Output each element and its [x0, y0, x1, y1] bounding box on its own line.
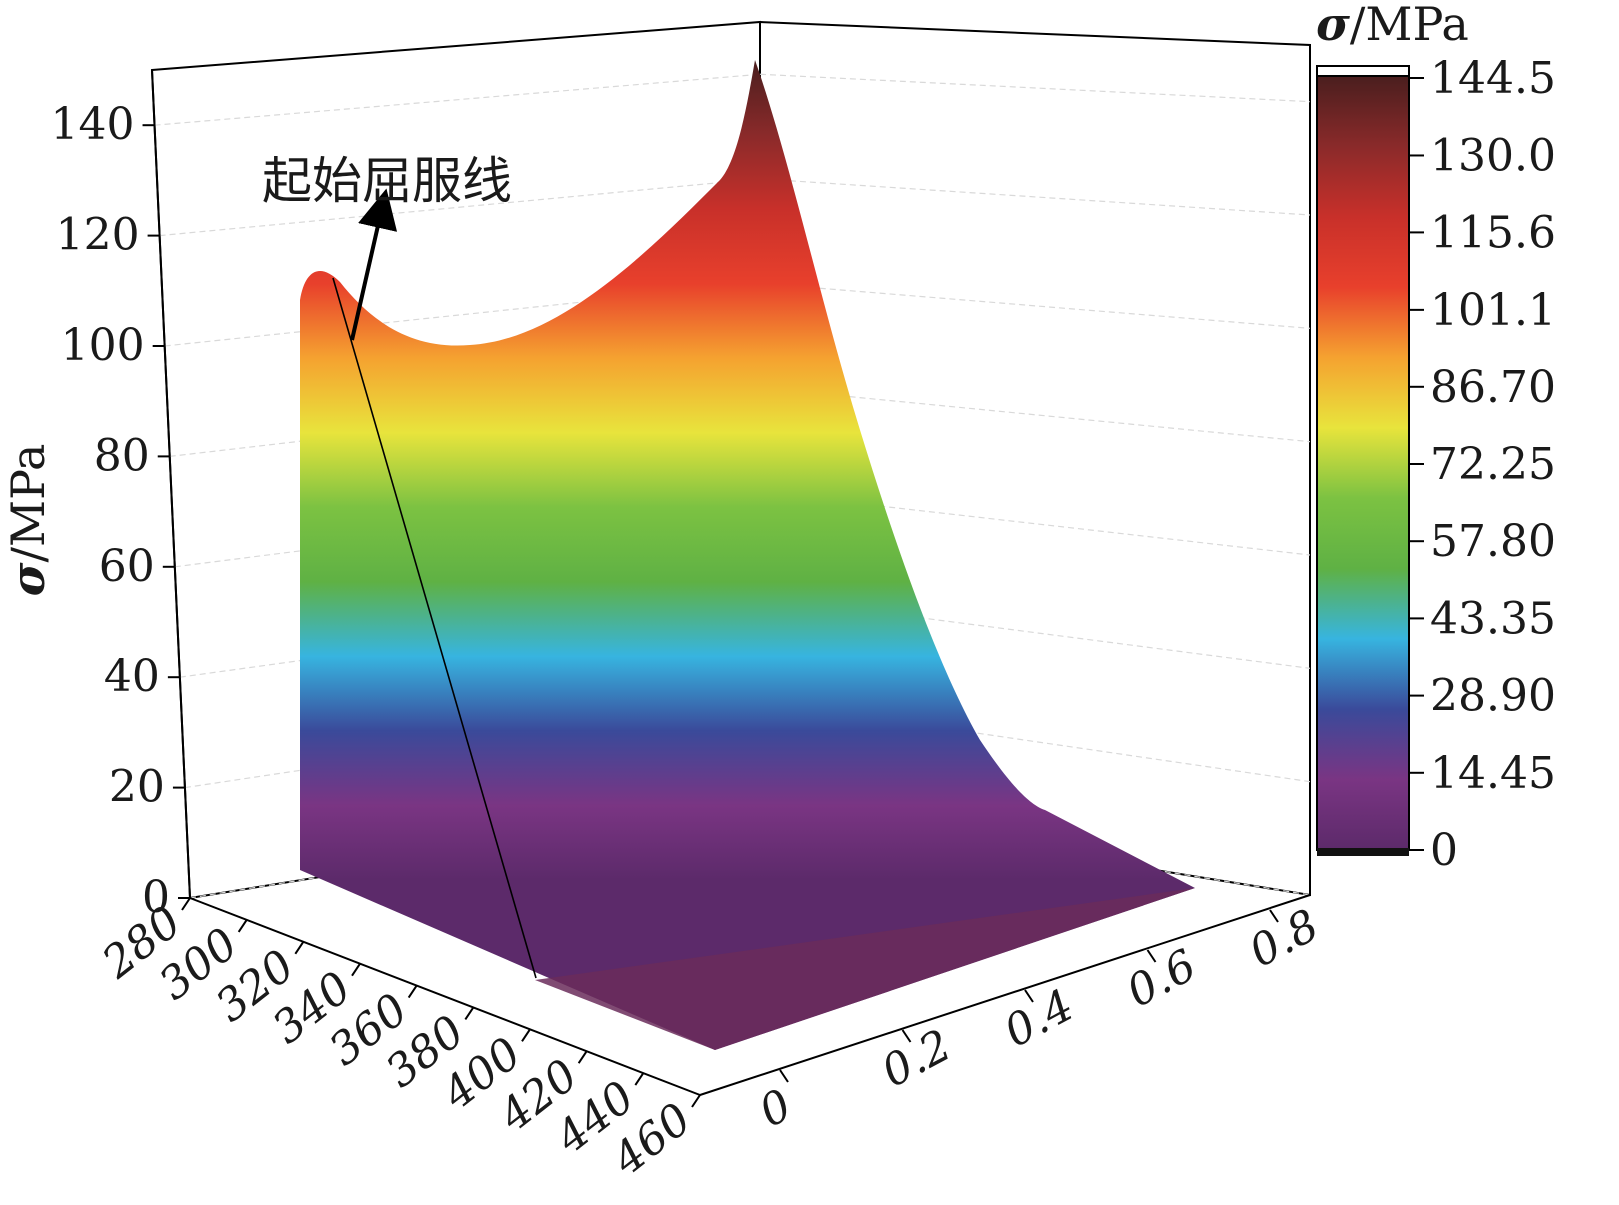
- y-tick-mark: [779, 1069, 789, 1083]
- z-tick-label: 80: [94, 430, 150, 481]
- y-tick-label: 0.6: [1119, 940, 1205, 1018]
- z-tick-label: 140: [51, 99, 135, 150]
- grid-line-right: [759, 387, 1311, 443]
- y-tick-mark: [1024, 989, 1034, 1003]
- colorbar-title: σ/MPa: [1316, 0, 1469, 51]
- initial-yield-line: [332, 277, 537, 979]
- z-tick-label: 20: [109, 762, 165, 813]
- y-tick-label: 0.2: [874, 1020, 960, 1098]
- colorbar-title-unit: /MPa: [1350, 0, 1469, 51]
- colorbar-tick-label: 43.35: [1430, 593, 1556, 644]
- colorbar-tick-label: 72.25: [1430, 439, 1556, 490]
- z-axis-line: [151, 69, 191, 899]
- floor-left-edge: [189, 897, 701, 1096]
- annotation-group: 起始屈服线: [262, 152, 512, 341]
- colorbar-tick-label: 28.90: [1430, 671, 1556, 722]
- grid-line-right: [759, 73, 1311, 103]
- stress-surface: [300, 60, 1195, 1050]
- floor: [189, 894, 1311, 1096]
- annotation-arrow: [350, 188, 398, 341]
- colorbar-fill: [1316, 75, 1410, 851]
- y-tick-label: 0.4: [996, 980, 1082, 1058]
- z-axis-label: σ/MPa: [1, 444, 55, 597]
- colorbar-tick-label: 86.70: [1430, 362, 1556, 413]
- grid-line-right: [759, 178, 1311, 216]
- z-axis-label-symbol: σ: [1, 562, 55, 596]
- y-tick-mark: [901, 1029, 912, 1043]
- z-tick-label: 100: [61, 320, 145, 371]
- surface-floor-tail: [535, 888, 1195, 1050]
- grid-line-right: [759, 282, 1311, 329]
- surface-front-face: [300, 60, 1195, 1050]
- floor-right-edge: [699, 894, 1311, 1096]
- x-tick-mark: [294, 941, 305, 955]
- y-tick-label: 0.8: [1241, 900, 1327, 978]
- colorbar-tick-label: 144.5: [1430, 53, 1556, 104]
- x-tick-mark: [181, 897, 191, 911]
- x-tick-mark: [577, 1050, 588, 1064]
- z-axis-ticks: 0 20 40 60 80 100 120 140: [51, 69, 191, 923]
- z-tick-label: 60: [99, 541, 155, 592]
- y-tick-mark: [1146, 949, 1157, 963]
- x-tick-mark: [237, 919, 248, 933]
- x-tick-mark: [521, 1028, 531, 1042]
- colorbar-tick-label: 0: [1430, 825, 1458, 876]
- colorbar-bottom-band: [1317, 848, 1409, 856]
- z-tick-label: 40: [104, 651, 160, 702]
- colorbar-title-symbol: σ: [1316, 0, 1350, 51]
- colorbar: σ/MPa 0 14.45 28.90 43.35 57.80 72.25 86.70 101…: [1316, 0, 1556, 876]
- x-tick-mark: [634, 1072, 645, 1086]
- grid-line-left: [159, 178, 761, 237]
- x-tick-mark: [351, 963, 361, 977]
- colorbar-tick-label: 57.80: [1430, 516, 1556, 567]
- colorbar-ticks: 0 14.45 28.90 43.35 57.80 72.25 86.70 101.1 115.…: [1409, 53, 1556, 876]
- x-tick-mark: [691, 1094, 701, 1108]
- y-tick-mark: [1269, 909, 1279, 923]
- z-axis-label-unit: /MPa: [1, 444, 55, 563]
- colorbar-tick-label: 115.6: [1430, 207, 1556, 258]
- svg-text:σ/MPa: σ/MPa: [1, 444, 55, 597]
- colorbar-tick-label: 14.45: [1430, 748, 1556, 799]
- z-tick-label: 120: [56, 210, 140, 261]
- y-tick-label: 0: [751, 1080, 800, 1138]
- grid-line-left: [154, 73, 761, 126]
- annotation-label: 起始屈服线: [262, 152, 512, 210]
- colorbar-tick-label: 130.0: [1430, 130, 1556, 181]
- x-tick-mark: [407, 985, 418, 999]
- colorbar-tick-label: 101.1: [1430, 285, 1556, 336]
- z-tick-label: 0: [142, 872, 170, 923]
- x-tick-mark: [464, 1006, 475, 1020]
